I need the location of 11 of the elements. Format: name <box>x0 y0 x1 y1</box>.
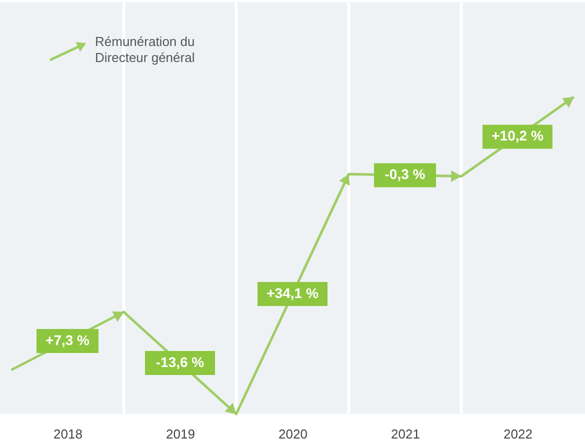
annotation: -13,6 % <box>156 354 205 370</box>
x-tick-label: 2020 <box>278 426 308 442</box>
x-tick-label: 2018 <box>54 426 82 442</box>
x-tick-label: 2019 <box>166 426 195 442</box>
annotation: +10,2 % <box>492 128 544 144</box>
annotation: +34,1 % <box>266 285 319 302</box>
x-tick-label: 2021 <box>391 426 420 442</box>
annotation: +7,3 % <box>46 332 90 348</box>
x-tick-label: 2022 <box>504 426 532 442</box>
legend-label: Rémunération du Directeur général <box>95 34 195 65</box>
annotation: -0,3 % <box>384 166 426 182</box>
